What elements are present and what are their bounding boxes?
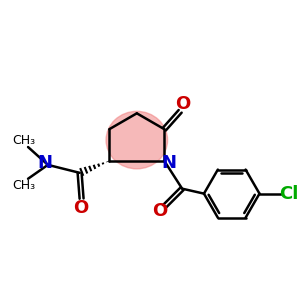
Text: N: N [38,154,52,172]
Text: CH₃: CH₃ [13,179,36,192]
Text: N: N [162,154,177,172]
Text: CH₃: CH₃ [13,134,36,147]
Text: O: O [176,95,191,113]
Text: O: O [152,202,167,220]
Text: O: O [73,199,88,217]
Ellipse shape [106,111,168,169]
Text: Cl: Cl [280,184,299,202]
